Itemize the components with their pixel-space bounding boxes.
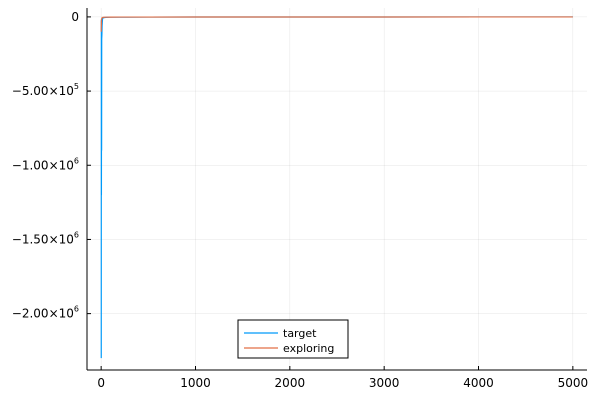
legend-label-exploring: exploring <box>283 342 334 355</box>
x-tick-label: 4000 <box>463 376 494 390</box>
y-tick-label: 0 <box>71 10 79 24</box>
y-grid <box>87 16 587 314</box>
axes <box>86 8 587 371</box>
y-tick-label: −5.00×105 <box>12 82 79 98</box>
y-axis-ticks: 0 −5.00×105 −1.00×106 −1.50×106 −2.00×106 <box>12 10 91 321</box>
x-tick-label: 0 <box>97 376 105 390</box>
series-line-exploring <box>100 16 573 32</box>
x-grid <box>100 8 574 370</box>
x-tick-label: 5000 <box>558 376 589 390</box>
y-tick-label: −1.00×106 <box>12 156 79 172</box>
x-tick-label: 2000 <box>275 376 306 390</box>
series-layer <box>100 16 573 359</box>
legend-label-target: target <box>283 327 317 340</box>
series-line-target <box>100 16 573 359</box>
y-tick-label: −1.50×106 <box>12 230 79 246</box>
x-tick-label: 3000 <box>369 376 400 390</box>
y-tick-label: −2.00×106 <box>12 305 79 321</box>
legend: target exploring <box>237 319 349 359</box>
legend-box <box>237 319 349 359</box>
x-tick-label: 1000 <box>180 376 211 390</box>
x-axis-ticks: 0 1000 2000 3000 4000 5000 <box>97 366 588 390</box>
